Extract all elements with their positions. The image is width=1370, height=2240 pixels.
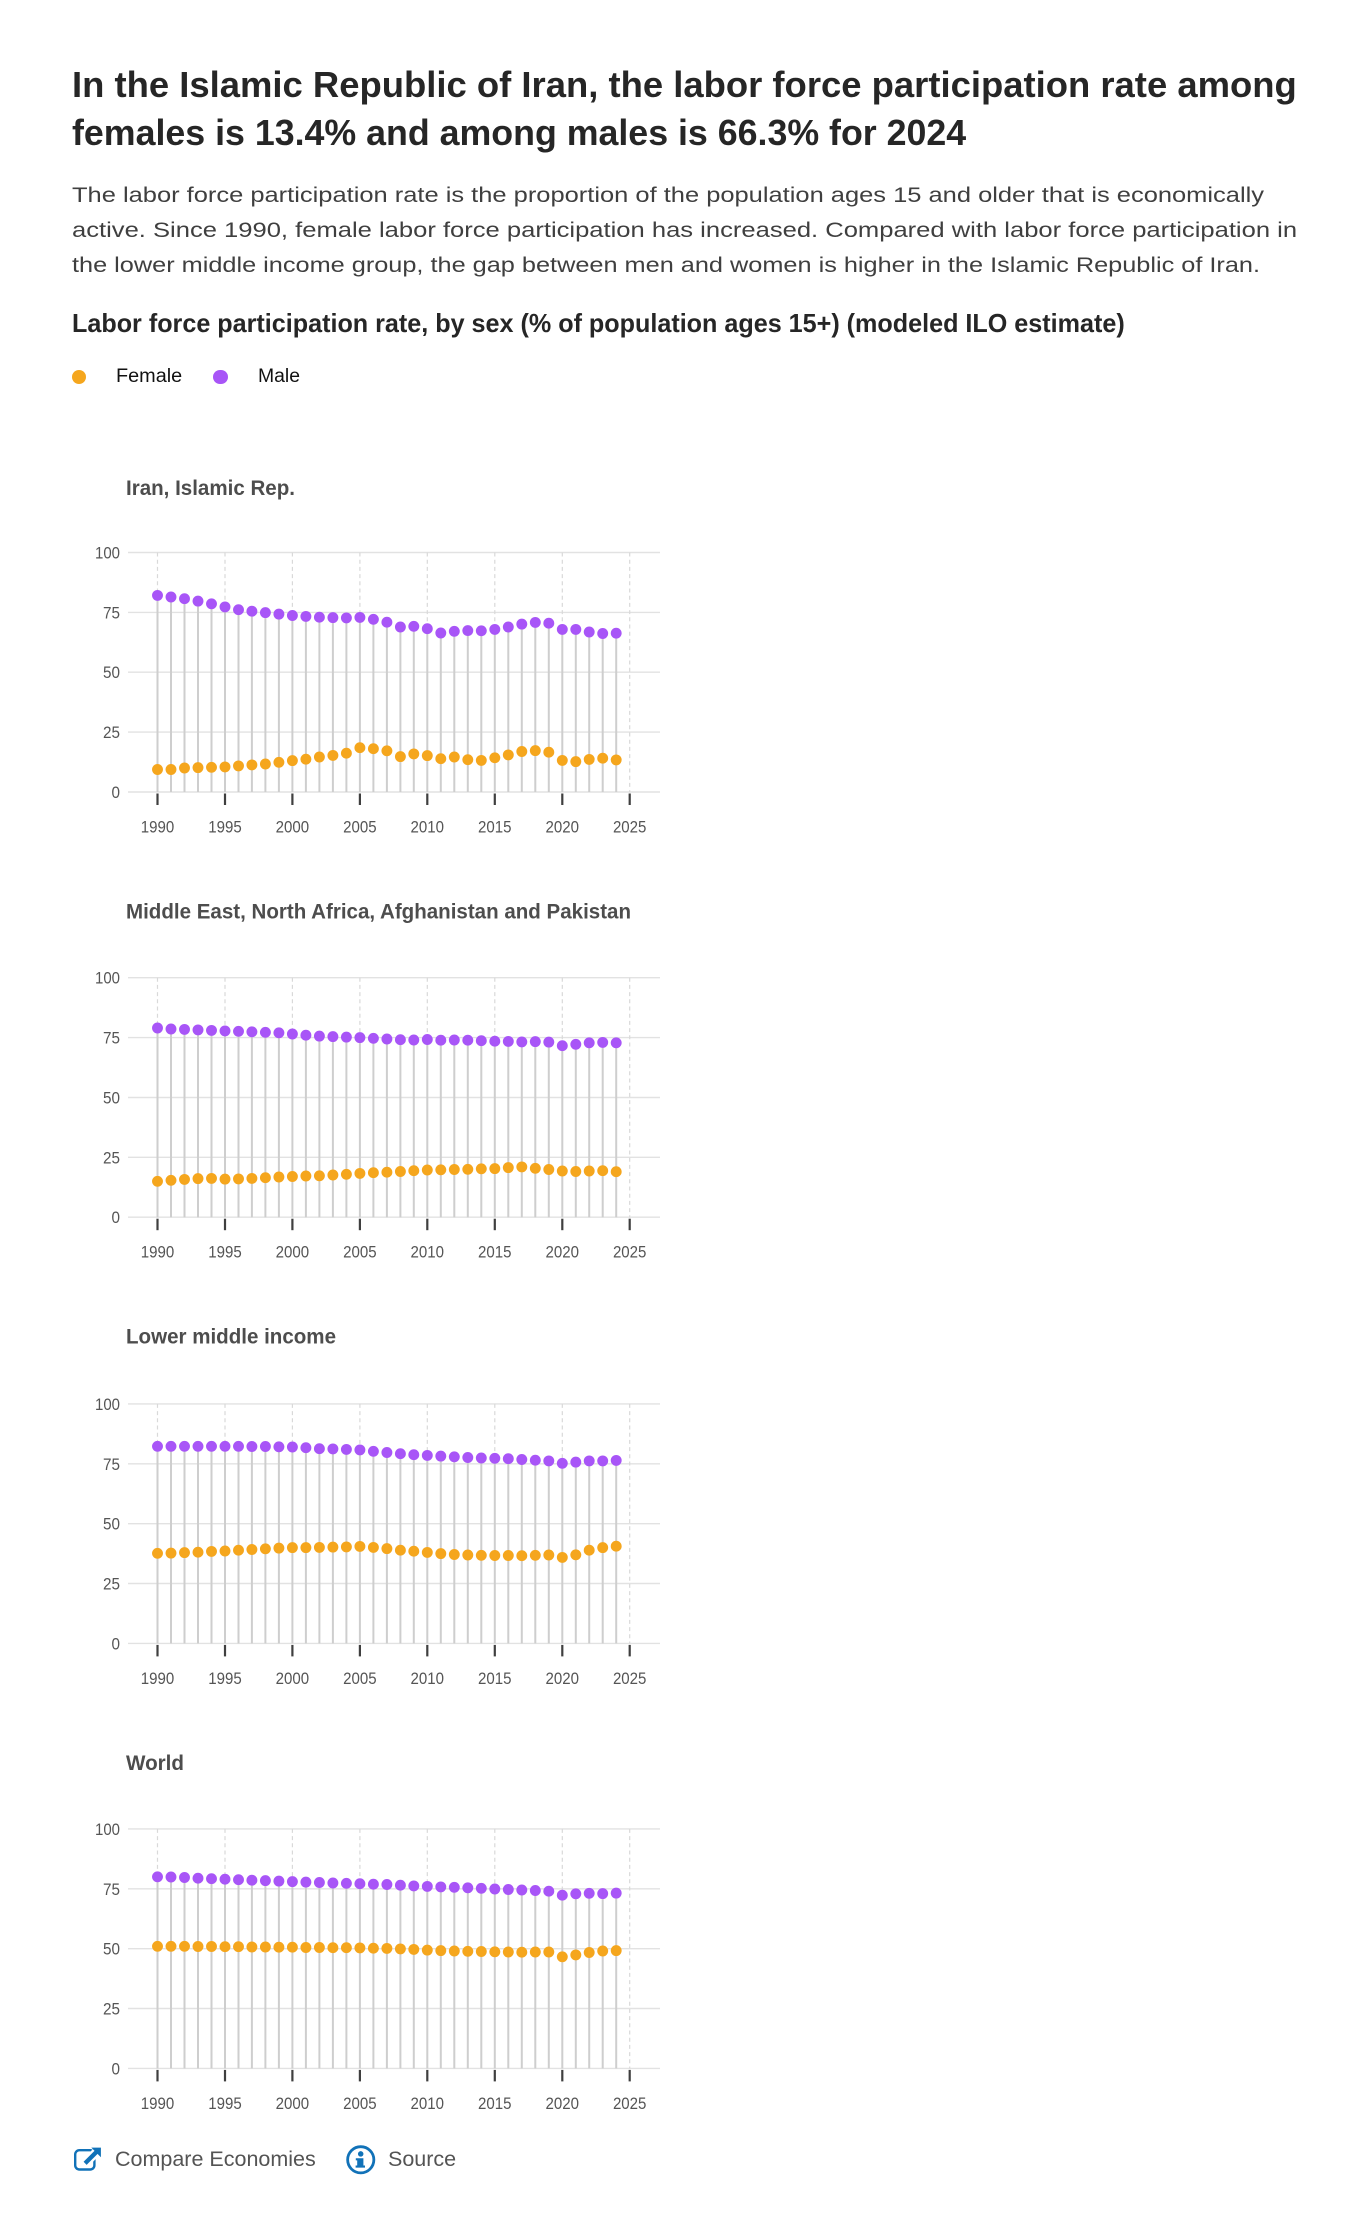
svg-text:2005: 2005 — [343, 2095, 377, 2113]
svg-text:50: 50 — [103, 1940, 120, 1959]
svg-text:75: 75 — [103, 603, 120, 622]
svg-text:25: 25 — [103, 723, 120, 742]
svg-text:2000: 2000 — [276, 1670, 310, 1688]
svg-text:2015: 2015 — [478, 1244, 512, 1262]
svg-text:75: 75 — [103, 1880, 120, 1899]
svg-text:1990: 1990 — [141, 819, 175, 837]
svg-text:100: 100 — [95, 1820, 120, 1839]
svg-text:1995: 1995 — [208, 819, 242, 837]
svg-text:25: 25 — [103, 2000, 120, 2019]
svg-text:100: 100 — [95, 1395, 120, 1414]
svg-text:2025: 2025 — [613, 1244, 647, 1262]
svg-text:75: 75 — [103, 1455, 120, 1474]
svg-text:25: 25 — [103, 1148, 120, 1167]
svg-text:2025: 2025 — [613, 1670, 647, 1688]
svg-text:2020: 2020 — [546, 819, 580, 837]
svg-text:2020: 2020 — [546, 1244, 580, 1262]
svg-text:100: 100 — [95, 969, 120, 988]
svg-text:2010: 2010 — [411, 1670, 445, 1688]
svg-text:0: 0 — [112, 2059, 121, 2078]
svg-text:Iran, Islamic Rep.: Iran, Islamic Rep. — [126, 477, 295, 500]
svg-text:2020: 2020 — [546, 2095, 580, 2113]
svg-text:2010: 2010 — [411, 2095, 445, 2113]
svg-text:0: 0 — [112, 1634, 121, 1653]
svg-text:1995: 1995 — [208, 2095, 242, 2113]
svg-text:2005: 2005 — [343, 1670, 377, 1688]
svg-text:2020: 2020 — [546, 1670, 580, 1688]
svg-text:2015: 2015 — [478, 819, 512, 837]
svg-text:1990: 1990 — [141, 1670, 175, 1688]
svg-text:1990: 1990 — [141, 1244, 175, 1262]
svg-text:2000: 2000 — [276, 1244, 310, 1262]
svg-text:50: 50 — [103, 1515, 120, 1534]
svg-text:1990: 1990 — [141, 2095, 175, 2113]
svg-text:1995: 1995 — [208, 1244, 242, 1262]
svg-text:2025: 2025 — [613, 2095, 647, 2113]
svg-text:World: World — [126, 1752, 184, 1775]
svg-text:0: 0 — [112, 783, 121, 802]
svg-text:2015: 2015 — [478, 2095, 512, 2113]
svg-text:2000: 2000 — [276, 819, 310, 837]
svg-text:25: 25 — [103, 1575, 120, 1594]
svg-text:1995: 1995 — [208, 1670, 242, 1688]
svg-text:0: 0 — [112, 1208, 121, 1227]
svg-text:2015: 2015 — [478, 1670, 512, 1688]
svg-text:100: 100 — [95, 544, 120, 563]
svg-text:2010: 2010 — [411, 819, 445, 837]
svg-text:50: 50 — [103, 663, 120, 682]
svg-text:50: 50 — [103, 1089, 120, 1108]
svg-text:2025: 2025 — [613, 819, 647, 837]
svg-text:Lower middle income: Lower middle income — [126, 1325, 336, 1348]
svg-text:2005: 2005 — [343, 819, 377, 837]
svg-text:Middle East, North Africa, Afg: Middle East, North Africa, Afghanistan a… — [126, 900, 631, 923]
svg-text:2000: 2000 — [276, 2095, 310, 2113]
svg-text:75: 75 — [103, 1029, 120, 1048]
svg-text:2010: 2010 — [411, 1244, 445, 1262]
svg-text:2005: 2005 — [343, 1244, 377, 1262]
